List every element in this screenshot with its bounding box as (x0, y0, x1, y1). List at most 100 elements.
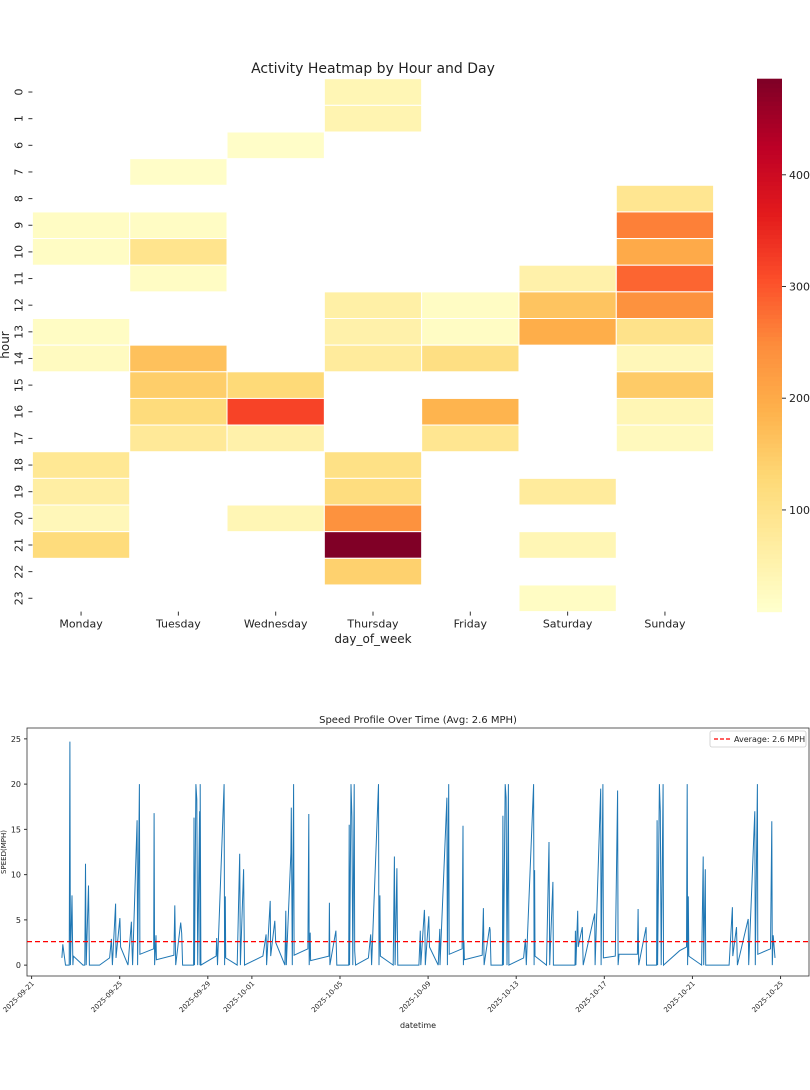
x-tick-label: 2025-10-01 (222, 980, 256, 1014)
heatmap-cell (518, 477, 617, 506)
colorbar-segment (757, 322, 782, 328)
y-tick-label: 14 (12, 351, 25, 365)
line-x-ticks: 2025-09-21 2025-09-25 2025-09-29 2025-10-01… (2, 976, 785, 1014)
colorbar-segment (757, 509, 782, 515)
colorbar-segment (757, 185, 782, 191)
heatmap-cells (31, 78, 715, 613)
colorbar-segment (757, 305, 782, 311)
colorbar-segment (757, 180, 782, 186)
colorbar-segment (757, 171, 782, 177)
colorbar-segment (757, 553, 782, 559)
heatmap-cell (615, 424, 715, 453)
y-tick-label: 11 (12, 272, 25, 286)
colorbar-segment (757, 513, 782, 519)
heatmap-cell (31, 531, 131, 559)
heatmap-cell (615, 318, 715, 346)
y-tick-label: 15 (12, 378, 25, 392)
y-tick-label: 8 (12, 195, 25, 202)
colorbar-segment (757, 376, 782, 382)
heatmap-cell (615, 371, 715, 399)
colorbar-segment (757, 100, 782, 106)
heatmap-cell (226, 371, 325, 399)
y-tick-label: 0 (12, 89, 25, 96)
colorbar-segment (757, 411, 782, 417)
heatmap-cell (323, 104, 423, 133)
colorbar-segment (757, 571, 782, 577)
colorbar-segment (757, 176, 782, 182)
heatmap-cell (323, 557, 423, 586)
colorbar-segment (757, 78, 782, 84)
y-tick-label: 13 (12, 325, 25, 339)
colorbar-segment (757, 478, 782, 484)
colorbar-segment (757, 593, 782, 599)
heatmap-cell (323, 344, 423, 373)
colorbar-segment (757, 336, 782, 342)
y-tick-label: 19 (12, 485, 25, 499)
colorbar-segment (757, 602, 782, 608)
colorbar-segment (757, 425, 782, 431)
colorbar-segment (757, 393, 782, 400)
x-tick-label: Wednesday (244, 618, 308, 631)
heatmap-cell (31, 451, 131, 479)
colorbar-tick-label: 300 (789, 280, 810, 293)
heatmap-cell (518, 318, 617, 346)
x-tick-label: 2025-09-29 (178, 980, 212, 1014)
line-title: Speed Profile Over Time (Avg: 2.6 MPH) (319, 715, 517, 726)
colorbar-segment (757, 380, 782, 386)
y-tick-label: 20 (12, 511, 25, 525)
colorbar-segment (757, 558, 782, 564)
colorbar-segment (757, 385, 782, 391)
speed-series-line (61, 741, 776, 967)
colorbar-segment (757, 460, 782, 466)
x-tick-label: Thursday (346, 618, 399, 631)
colorbar-segment (757, 367, 782, 373)
colorbar-segment (757, 500, 782, 506)
colorbar-segment (757, 389, 782, 395)
heatmap-cell (615, 397, 715, 426)
heatmap-cell (615, 184, 715, 213)
colorbar-segment (757, 576, 782, 582)
colorbar-segment (757, 265, 782, 271)
heatmap-cell (31, 318, 131, 346)
colorbar-segment (757, 149, 782, 155)
line-x-label: datetime (400, 1021, 436, 1030)
heatmap-cell (129, 344, 228, 373)
colorbar-segment (757, 358, 782, 364)
colorbar-segment (757, 291, 782, 297)
heatmap-title: Activity Heatmap by Hour and Day (251, 61, 495, 77)
colorbar-segment (757, 300, 782, 306)
colorbar-tick-label: 200 (789, 392, 810, 405)
colorbar-segment (757, 278, 782, 284)
line-y-ticks: 0 5 10 15 20 25 (11, 735, 27, 970)
x-tick-label: 2025-10-13 (486, 980, 520, 1014)
colorbar-tick-label: 100 (789, 504, 810, 517)
colorbar-segment (757, 207, 782, 213)
y-tick-label: 12 (12, 298, 25, 312)
colorbar-segment (757, 371, 782, 377)
colorbar-segment (757, 469, 782, 475)
colorbar-segment (757, 189, 782, 195)
heatmap-cell (129, 238, 228, 266)
colorbar-segment (757, 496, 782, 502)
colorbar-segment (757, 118, 782, 124)
colorbar-segment (757, 229, 782, 235)
y-tick-label: 6 (12, 142, 25, 149)
colorbar-segment (757, 203, 782, 209)
colorbar-segment (757, 247, 782, 253)
heatmap-cell (615, 211, 715, 240)
colorbar-segment (757, 198, 782, 204)
heatmap-cell (31, 504, 131, 533)
colorbar-segment (757, 96, 782, 102)
heatmap-cell (226, 424, 325, 453)
y-tick-label: 5 (16, 916, 21, 925)
x-tick-label: 2025-10-25 (751, 980, 785, 1014)
x-tick-label: 2025-09-25 (90, 980, 124, 1014)
heatmap-cell (226, 397, 325, 426)
heatmap-cell (31, 477, 131, 506)
colorbar-segment (757, 216, 782, 222)
heatmap-cell (323, 318, 423, 346)
y-tick-label: 23 (12, 591, 25, 605)
heatmap-cell (518, 531, 617, 559)
colorbar-segment (757, 456, 782, 462)
colorbar-segment (757, 225, 782, 231)
